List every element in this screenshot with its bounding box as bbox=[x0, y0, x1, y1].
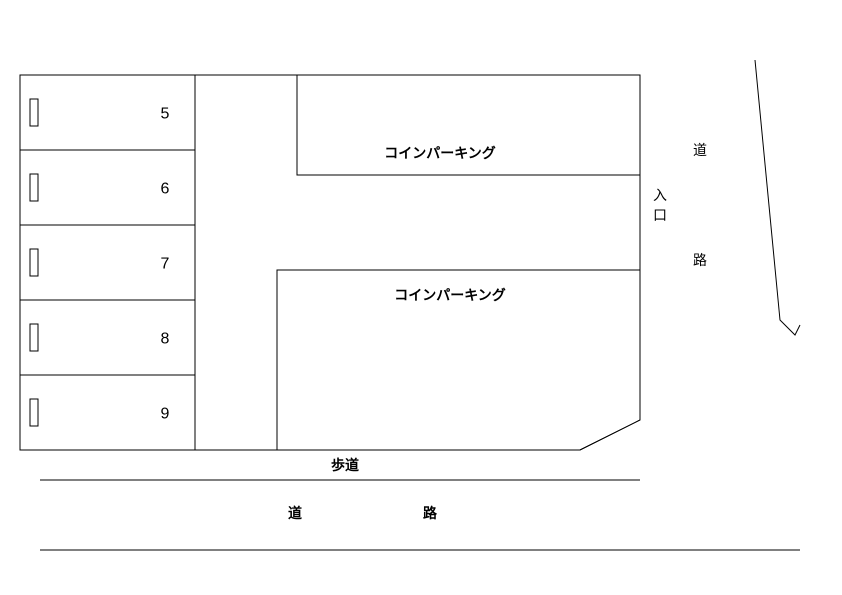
road-right-char: 道 bbox=[693, 142, 707, 158]
coin-parking-label: コインパーキング bbox=[394, 287, 506, 303]
parking-slots: 5 6 7 8 9 bbox=[20, 75, 195, 450]
slot-number: 6 bbox=[161, 181, 170, 198]
coin-parking-blocks: コインパーキングコインパーキング bbox=[277, 75, 640, 450]
road-right-line bbox=[755, 60, 800, 335]
slot-number: 5 bbox=[161, 106, 170, 123]
wheel-stop-icon bbox=[30, 174, 38, 201]
slot-number: 9 bbox=[161, 406, 170, 423]
sidewalk-label: 歩道 bbox=[331, 457, 359, 473]
sidewalk: 歩道 bbox=[40, 457, 640, 480]
entrance-char: 入 bbox=[653, 187, 667, 203]
lot-boundary bbox=[20, 75, 640, 450]
coin-parking-label: コインパーキング bbox=[384, 145, 496, 161]
entrance-label: 入口 bbox=[653, 187, 667, 223]
road-bottom: 道路 bbox=[40, 505, 800, 550]
road-right: 道路 bbox=[693, 60, 800, 335]
parking-map: 56789 コインパーキングコインパーキング 入口 道路 歩道 道路 bbox=[0, 0, 842, 595]
road-right-char: 路 bbox=[693, 252, 707, 268]
entrance-char: 口 bbox=[653, 207, 667, 223]
wheel-stop-icon bbox=[30, 99, 38, 126]
slot-number: 8 bbox=[161, 331, 170, 348]
road-bottom-label: 路 bbox=[423, 505, 438, 521]
wheel-stop-icon bbox=[30, 324, 38, 351]
wheel-stop-icon bbox=[30, 249, 38, 276]
wheel-stop-icon bbox=[30, 399, 38, 426]
slot-number: 7 bbox=[161, 256, 170, 273]
road-bottom-label: 道 bbox=[288, 505, 302, 521]
